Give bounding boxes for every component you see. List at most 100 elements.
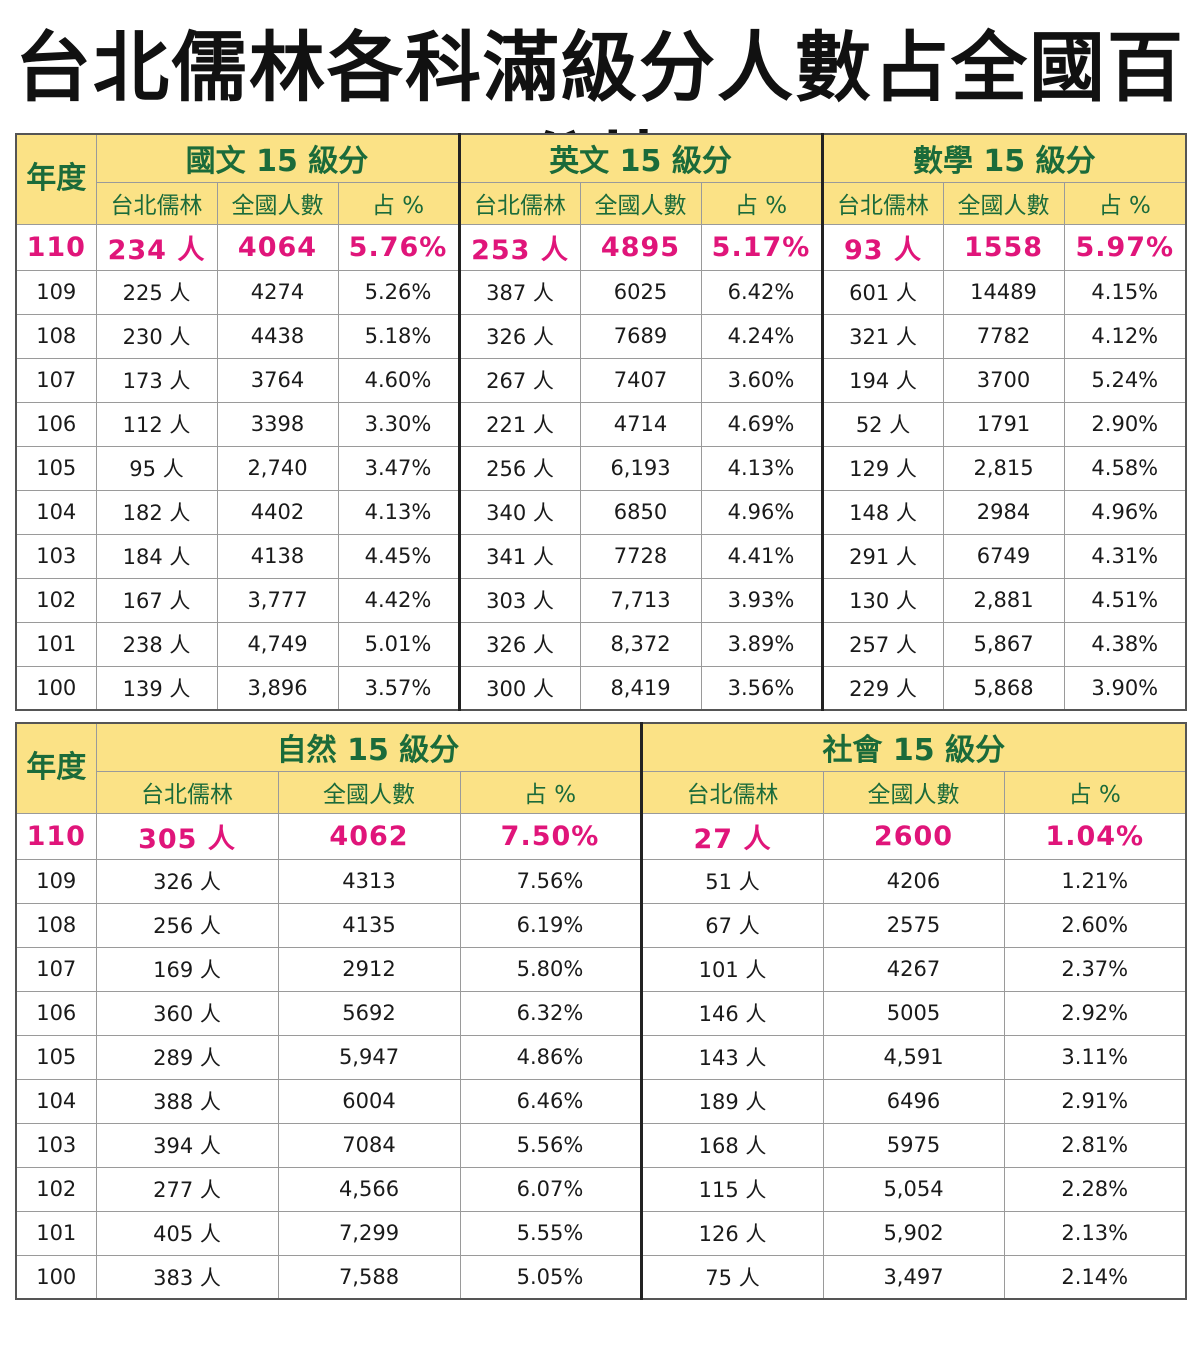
school-count-cell: 148 人 <box>820 489 944 535</box>
national-count-cell: 1791 <box>942 401 1065 447</box>
year-cell: 105 <box>15 1034 97 1080</box>
table-row: 107 169 人 2912 5.80% 101 人 4267 2.37% <box>15 946 1187 992</box>
percent-cell: 4.15% <box>1063 269 1187 315</box>
percent-cell: 4.69% <box>700 401 823 447</box>
highlight-row: 110 234 人 4064 5.76% 253 人 4895 5.17% 93 人 1558 5… <box>15 223 1187 271</box>
column-header-row: 台北儒林 全國人數占 % 台北儒林 全國人數占 % <box>16 770 1187 814</box>
national-count-cell: 4402 <box>216 489 339 535</box>
percent-cell: 5.97% <box>1063 223 1187 271</box>
school-count-cell: 340 人 <box>457 489 581 535</box>
table-row: 100 139 人 3,896 3.57% 300 人 8,419 3.56% 229 人 5,… <box>15 665 1187 711</box>
national-count-cell: 4274 <box>216 269 339 315</box>
column-header-national: 全國人數 <box>942 181 1065 225</box>
school-count-cell: 130 人 <box>820 577 944 623</box>
national-count-cell: 14489 <box>942 269 1065 315</box>
school-count-cell: 27 人 <box>639 812 824 860</box>
national-count-cell: 4,749 <box>216 621 339 667</box>
column-header-school: 台北儒林 <box>820 181 944 225</box>
national-count-cell: 6025 <box>579 269 702 315</box>
national-count-cell: 7782 <box>942 313 1065 359</box>
school-count-cell: 277 人 <box>95 1166 279 1212</box>
national-count-cell: 5,867 <box>942 621 1065 667</box>
school-count-cell: 194 人 <box>820 357 944 403</box>
year-cell: 109 <box>15 858 97 904</box>
percent-cell: 4.42% <box>337 577 460 623</box>
table-row: 104 182 人 4402 4.13% 340 人 6850 4.96% 148 人 2984… <box>15 489 1187 535</box>
school-count-cell: 167 人 <box>95 577 218 623</box>
national-count-cell: 7407 <box>579 357 702 403</box>
national-count-cell: 2,815 <box>942 445 1065 491</box>
percent-cell: 4.96% <box>700 489 823 535</box>
column-header-row: 台北儒林 全國人數占 % 台北儒林 全國人數占 % 台北儒林 全國人數占 % <box>16 181 1187 225</box>
national-count-cell: 4267 <box>822 946 1005 992</box>
column-header-national: 全國人數 <box>216 181 339 225</box>
school-count-cell: 126 人 <box>639 1210 824 1256</box>
national-count-cell: 6004 <box>277 1078 461 1124</box>
table-row: 106 360 人 5692 6.32% 146 人 5005 2.92% <box>15 990 1187 1036</box>
school-count-cell: 52 人 <box>820 401 944 447</box>
table-row: 108 256 人 4135 6.19% 67 人 2575 2.60% <box>15 902 1187 948</box>
national-count-cell: 3398 <box>216 401 339 447</box>
percent-cell: 2.28% <box>1003 1166 1187 1212</box>
percent-cell: 7.56% <box>459 858 642 904</box>
year-cell: 108 <box>15 902 97 948</box>
percent-cell: 5.55% <box>459 1210 642 1256</box>
national-count-cell: 4,566 <box>277 1166 461 1212</box>
column-header-pct: 占 % <box>1003 770 1187 814</box>
school-count-cell: 67 人 <box>639 902 824 948</box>
percent-cell: 2.92% <box>1003 990 1187 1036</box>
school-count-cell: 51 人 <box>639 858 824 904</box>
school-count-cell: 326 人 <box>95 858 279 904</box>
table-row: 101 238 人 4,749 5.01% 326 人 8,372 3.89% 257 人 5,… <box>15 621 1187 667</box>
column-header-school: 台北儒林 <box>457 181 581 225</box>
national-count-cell: 4,591 <box>822 1034 1005 1080</box>
year-cell: 101 <box>15 1210 97 1256</box>
national-count-cell: 5,902 <box>822 1210 1005 1256</box>
national-count-cell: 8,372 <box>579 621 702 667</box>
school-count-cell: 230 人 <box>95 313 218 359</box>
year-cell: 104 <box>15 489 97 535</box>
subject-header: 自然 15 級分 <box>95 722 642 772</box>
school-count-cell: 387 人 <box>457 269 581 315</box>
national-count-cell: 3764 <box>216 357 339 403</box>
school-count-cell: 189 人 <box>639 1078 824 1124</box>
school-count-cell: 601 人 <box>820 269 944 315</box>
year-cell: 101 <box>15 621 97 667</box>
percent-cell: 3.60% <box>700 357 823 403</box>
percent-cell: 5.80% <box>459 946 642 992</box>
percent-cell: 5.76% <box>337 223 460 271</box>
national-count-cell: 3,896 <box>216 665 339 711</box>
year-cell: 106 <box>15 990 97 1036</box>
school-count-cell: 182 人 <box>95 489 218 535</box>
national-count-cell: 3,497 <box>822 1254 1005 1300</box>
year-cell: 107 <box>15 946 97 992</box>
national-count-cell: 6850 <box>579 489 702 535</box>
national-count-cell: 6749 <box>942 533 1065 579</box>
table-row: 103 184 人 4138 4.45% 341 人 7728 4.41% 291 人 6749… <box>15 533 1187 579</box>
school-count-cell: 139 人 <box>95 665 218 711</box>
year-cell: 103 <box>15 533 97 579</box>
percent-cell: 4.13% <box>700 445 823 491</box>
year-cell: 107 <box>15 357 97 403</box>
school-count-cell: 169 人 <box>95 946 279 992</box>
column-header-national: 全國人數 <box>579 181 702 225</box>
school-count-cell: 143 人 <box>639 1034 824 1080</box>
national-count-cell: 4062 <box>277 812 461 860</box>
national-count-cell: 7,299 <box>277 1210 461 1256</box>
percent-cell: 3.90% <box>1063 665 1187 711</box>
percent-cell: 7.50% <box>459 812 642 860</box>
national-count-cell: 5,947 <box>277 1034 461 1080</box>
table-row: 103 394 人 7084 5.56% 168 人 5975 2.81% <box>15 1122 1187 1168</box>
school-count-cell: 291 人 <box>820 533 944 579</box>
national-count-cell: 2600 <box>822 812 1005 860</box>
table-chinese-english-math: 年度 國文 15 級分 英文 15 級分 數學 15 級分 台北儒林 全國人數占 % 台北儒… <box>15 133 1188 711</box>
percent-cell: 4.13% <box>337 489 460 535</box>
column-header-pct: 占 % <box>337 181 460 225</box>
percent-cell: 2.81% <box>1003 1122 1187 1168</box>
school-count-cell: 267 人 <box>457 357 581 403</box>
percent-cell: 4.51% <box>1063 577 1187 623</box>
percent-cell: 4.12% <box>1063 313 1187 359</box>
column-header-national: 全國人數 <box>277 770 461 814</box>
school-count-cell: 93 人 <box>820 223 944 271</box>
percent-cell: 4.38% <box>1063 621 1187 667</box>
